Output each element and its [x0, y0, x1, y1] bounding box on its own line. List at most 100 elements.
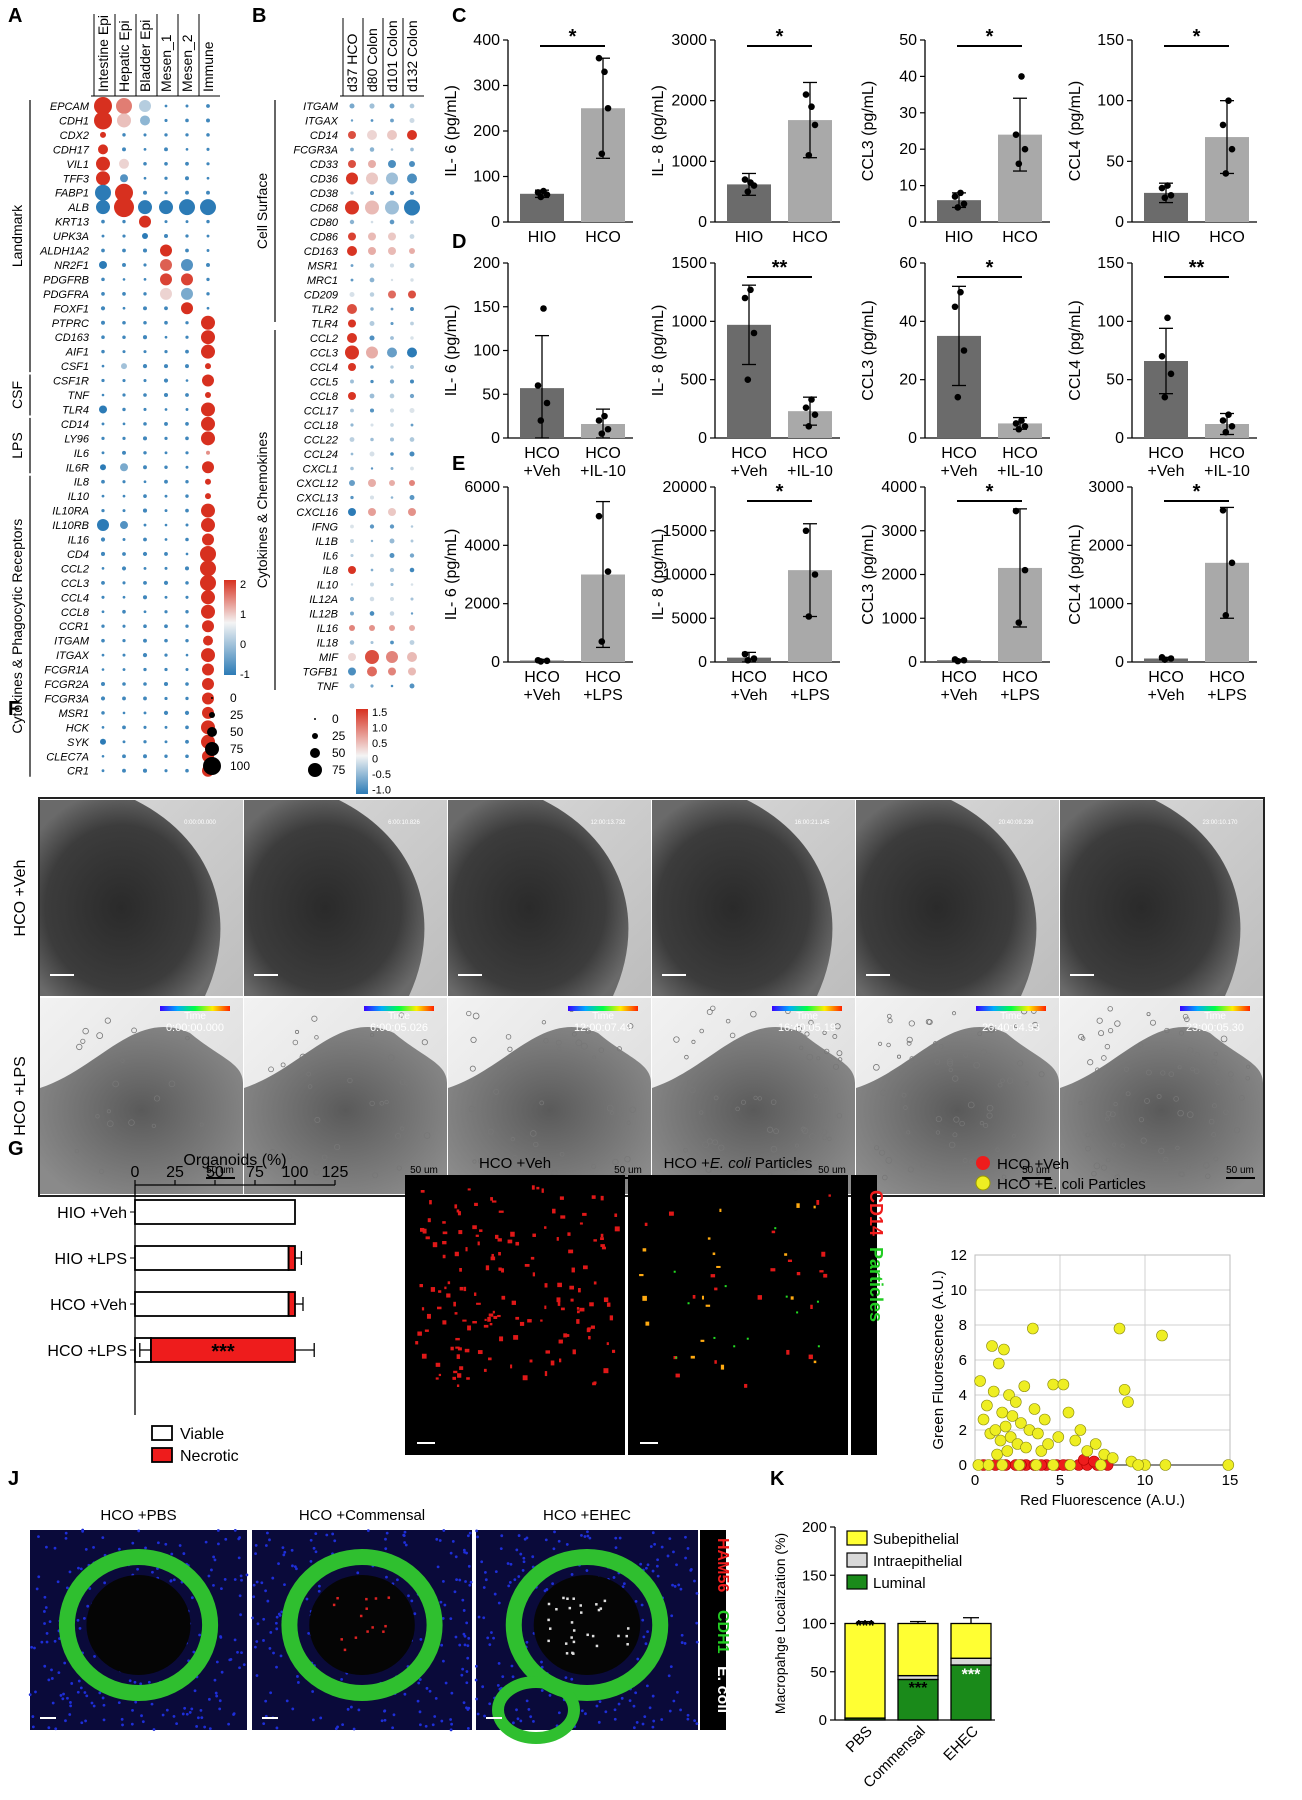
panel-j-immunofluorescence-images: HCO +PBS HCO +Commensal HCO +EHECHAM56CDH1… — [28, 1507, 731, 1744]
nucleus — [256, 1622, 260, 1626]
significance-label: * — [1193, 481, 1201, 503]
nucleus — [305, 1597, 309, 1601]
category-label: +LPS — [1207, 687, 1247, 704]
dot — [407, 173, 417, 184]
gene-label: MIF — [319, 652, 339, 664]
dot — [185, 335, 189, 339]
cell-signal — [530, 1256, 535, 1260]
x-tick-label: 50 — [206, 1164, 224, 1181]
cell — [627, 1023, 634, 1029]
dot — [369, 596, 375, 602]
nucleus — [586, 1534, 590, 1538]
cell-signal — [446, 1293, 451, 1298]
nucleus — [233, 1578, 237, 1581]
cell — [1182, 1013, 1189, 1020]
dot — [202, 374, 214, 387]
nucleus — [165, 1708, 169, 1712]
dot — [122, 292, 126, 296]
nucleus — [403, 1692, 407, 1696]
data-point — [604, 104, 612, 112]
particle-point — [1006, 1410, 1019, 1422]
dot — [369, 393, 375, 399]
cell-signal — [456, 1384, 460, 1388]
dot — [389, 263, 395, 268]
cell-signal — [488, 1313, 494, 1317]
data-point — [537, 417, 545, 424]
image-background — [405, 1175, 625, 1455]
data-point — [802, 91, 810, 98]
nucleus — [482, 1616, 486, 1620]
column-header: Bladder Epi — [137, 20, 153, 92]
dot — [369, 625, 375, 631]
dot — [163, 580, 169, 585]
cell — [885, 1156, 893, 1164]
cell — [294, 1029, 300, 1035]
cell — [1114, 1020, 1121, 1027]
cell — [907, 1166, 914, 1173]
cell — [112, 1080, 119, 1088]
nucleus — [325, 1533, 329, 1537]
cell — [1186, 1111, 1194, 1118]
data-point — [543, 657, 551, 665]
cell-signal — [531, 1185, 535, 1190]
legend-swatch — [151, 1447, 173, 1463]
cell — [580, 1042, 588, 1050]
stacked-segment — [950, 1657, 992, 1666]
cell — [710, 1005, 716, 1011]
dot — [201, 518, 215, 533]
nucleus — [183, 1706, 187, 1710]
particle-point — [1038, 1413, 1051, 1426]
nucleus — [57, 1671, 61, 1675]
cell-signal — [467, 1325, 472, 1331]
cell — [879, 1149, 886, 1156]
y-tick-label: 1000 — [671, 153, 707, 170]
category-label: +Veh — [524, 687, 561, 704]
dot — [410, 539, 414, 543]
data-point — [741, 294, 749, 302]
cell — [1213, 1051, 1219, 1057]
time-colorbar — [976, 1006, 1046, 1011]
cell-signal — [816, 1199, 820, 1205]
significance-label: * — [986, 257, 994, 279]
nucleus — [275, 1665, 278, 1669]
significance-label: *** — [962, 1666, 981, 1683]
cell-signal — [716, 1265, 721, 1268]
cell — [952, 1075, 959, 1082]
gene-label: TLR2 — [311, 304, 338, 316]
dot — [179, 199, 195, 216]
nucleus — [651, 1569, 655, 1573]
dot — [164, 421, 168, 426]
nucleus — [131, 1708, 134, 1712]
dot — [370, 119, 374, 122]
nucleus — [612, 1576, 616, 1579]
data-point — [954, 204, 962, 211]
cell-signal — [498, 1210, 504, 1213]
category-label: PBS — [843, 1723, 876, 1756]
column-header: d132 Colon — [404, 20, 420, 92]
cell — [969, 1159, 974, 1165]
gene-label: CD36 — [310, 174, 339, 186]
veh-frame: 16:00:21.145 — [652, 800, 855, 996]
cell — [1120, 1143, 1125, 1149]
nucleus — [101, 1536, 105, 1540]
dot — [101, 726, 105, 729]
organoid — [244, 800, 425, 996]
cell-signal — [796, 1272, 801, 1276]
dot — [390, 496, 394, 499]
gene-label: IL10RA — [52, 506, 89, 518]
dot — [388, 667, 396, 676]
dot — [389, 219, 395, 225]
x-tick-label: 5 — [1056, 1472, 1064, 1489]
nucleus — [449, 1718, 453, 1721]
dot — [201, 330, 215, 345]
signal — [572, 1640, 576, 1644]
dot — [409, 248, 415, 254]
color-legend-bar — [356, 709, 368, 794]
timestamp: 16:00:21.145 — [794, 820, 830, 826]
cell — [995, 1147, 1000, 1152]
cell-signal — [464, 1348, 470, 1353]
nucleus — [672, 1550, 675, 1554]
dot — [408, 508, 416, 516]
